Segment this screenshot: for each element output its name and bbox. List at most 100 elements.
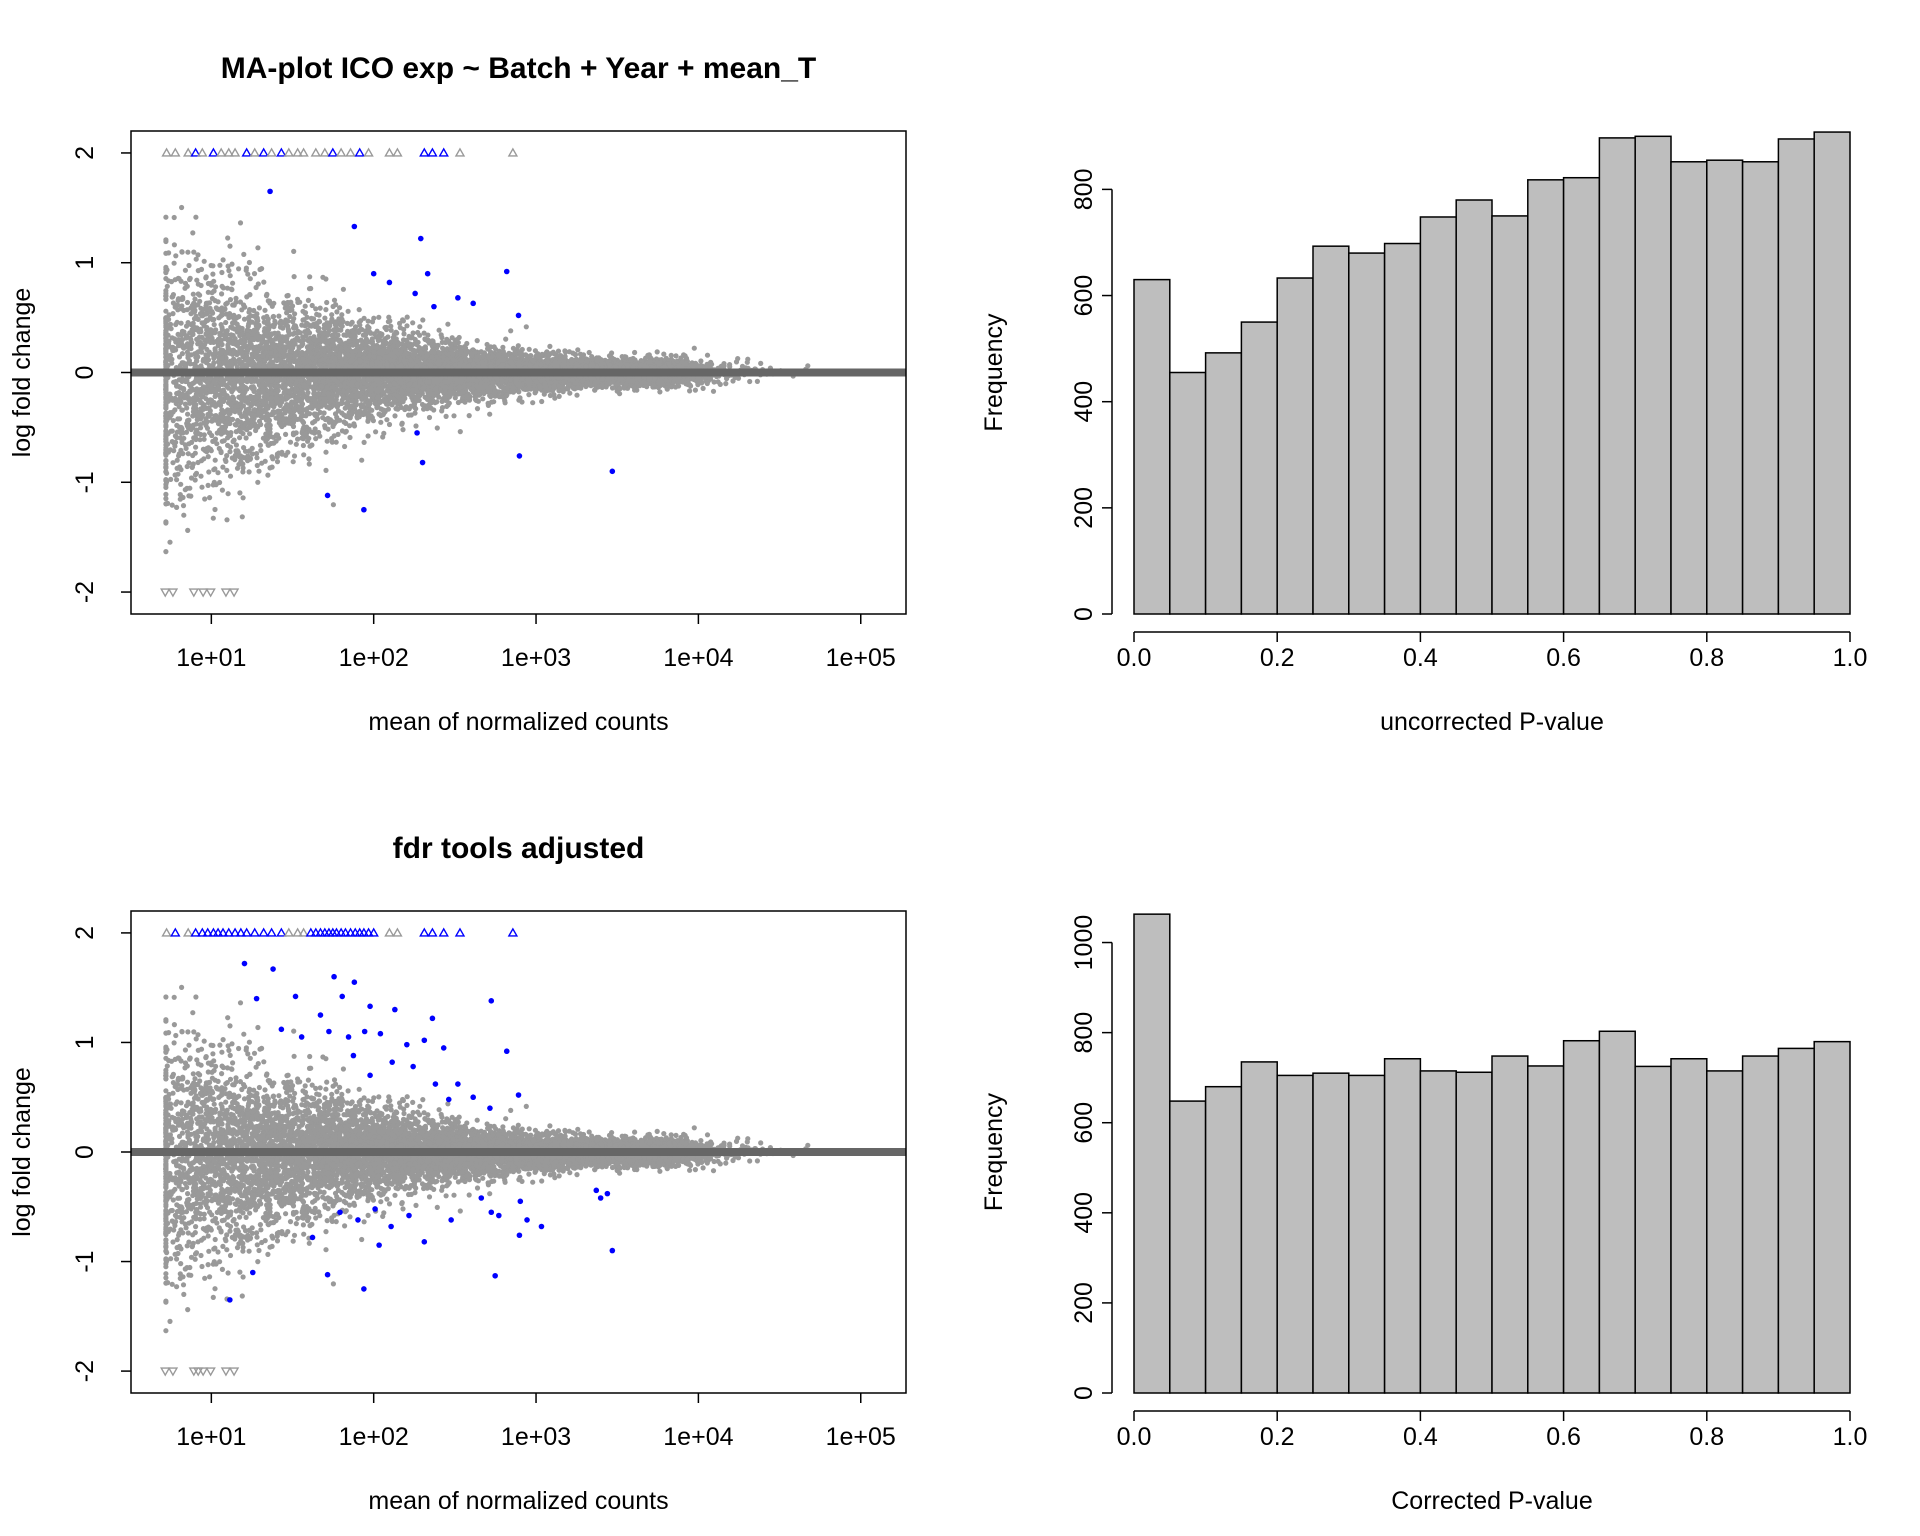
gene-point: [474, 406, 481, 412]
gene-point: [365, 418, 371, 424]
gene-point: [283, 431, 289, 437]
gene-point: [322, 315, 328, 321]
gene-point: [530, 400, 536, 406]
gene-point: [293, 441, 299, 447]
gene-point: [300, 442, 306, 449]
gene-point: [163, 214, 169, 220]
gene-point: [551, 392, 557, 398]
gene-point: [312, 426, 318, 432]
gene-point: [220, 257, 226, 263]
gene-point: [609, 385, 616, 391]
gene-point: [170, 418, 176, 424]
gene-point: [187, 275, 193, 281]
gene-point: [366, 325, 372, 331]
gene-point: [206, 469, 212, 475]
gene-point: [474, 338, 480, 344]
gene-point: [227, 297, 234, 303]
gene-point: [371, 331, 377, 337]
gene-point: [547, 343, 553, 349]
gene-point: [240, 465, 246, 471]
gene-point: [224, 467, 230, 473]
gene-point: [169, 335, 175, 341]
gene-point: [234, 364, 240, 370]
gene-point: [295, 299, 301, 305]
gene-point: [264, 313, 270, 320]
gene-point: [274, 459, 281, 465]
gene-point: [240, 469, 246, 475]
gene-point: [404, 314, 410, 320]
gene-point: [291, 453, 298, 459]
gene-point: [247, 276, 253, 282]
gene-point: [202, 496, 208, 502]
gene-point: [205, 289, 211, 295]
gene-point: [410, 330, 416, 336]
gene-point: [193, 421, 199, 427]
gene-point: [219, 487, 225, 493]
gene-point: [747, 378, 753, 385]
gene-point: [373, 429, 379, 435]
gene-point: [170, 460, 176, 466]
gene-point: [500, 344, 506, 350]
gene-point: [164, 283, 170, 289]
gene-point: [306, 456, 312, 462]
gene-point: [241, 445, 247, 451]
gene-point: [519, 399, 525, 405]
gene-point: [251, 271, 258, 277]
gene-point: [182, 280, 189, 286]
gene-point: [420, 317, 426, 323]
gene-point: [207, 430, 213, 436]
gene-point: [218, 395, 224, 401]
gene-point: [193, 256, 199, 262]
gene-point: [199, 484, 205, 490]
gene-point: [335, 431, 341, 437]
gene-point: [211, 322, 217, 328]
gene-point: [385, 334, 391, 340]
gene-point: [203, 274, 209, 280]
gene-point: [323, 307, 329, 313]
gene-point: [292, 311, 298, 317]
gene-point: [555, 348, 562, 354]
gene-point: [359, 457, 365, 463]
gene-point: [219, 269, 225, 276]
gene-point: [227, 273, 233, 279]
gene-point: [225, 395, 231, 401]
gene-point: [376, 314, 382, 320]
gene-point: [454, 337, 460, 343]
gene-point: [290, 459, 296, 465]
gene-point: [187, 400, 193, 406]
gene-point: [265, 298, 271, 304]
gene-point: [210, 515, 216, 521]
gene-point: [334, 309, 340, 315]
gene-point: [345, 308, 351, 314]
gene-point: [229, 261, 235, 267]
gene-point: [181, 512, 187, 518]
gene-point: [317, 409, 323, 416]
gene-point: [169, 502, 175, 508]
gene-point: [181, 387, 187, 393]
gene-point: [303, 333, 309, 339]
gene-point: [439, 335, 445, 341]
gene-point: [213, 305, 219, 311]
gene-point: [163, 496, 169, 502]
gene-point: [654, 349, 660, 355]
gene-point: [243, 267, 249, 273]
point-cloud: [163, 204, 811, 555]
gene-point: [347, 423, 353, 429]
gene-point: [170, 311, 176, 317]
gene-point: [704, 380, 710, 387]
gene-point: [255, 479, 261, 485]
gene-point: [425, 332, 431, 338]
gene-point: [356, 307, 362, 313]
gene-point: [349, 319, 355, 325]
gene-point: [169, 428, 175, 434]
gene-point: [233, 295, 239, 301]
gene-point: [174, 477, 180, 483]
gene-point: [239, 514, 245, 520]
gene-point: [180, 503, 187, 509]
gene-point: [228, 332, 234, 338]
gene-point: [365, 318, 371, 324]
gene-point: [446, 338, 452, 344]
gene-point: [237, 435, 243, 441]
